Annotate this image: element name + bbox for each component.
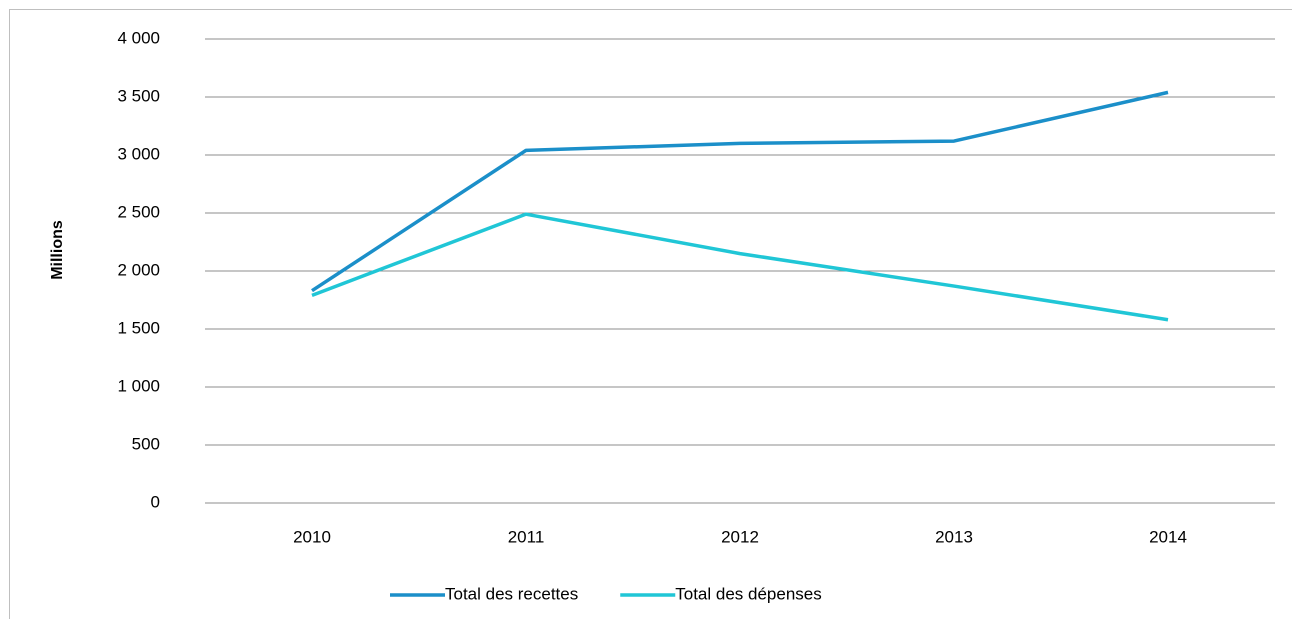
x-tick-label: 2010: [293, 527, 331, 546]
y-tick-label: 4 000: [117, 28, 160, 47]
x-tick-label: 2011: [508, 527, 545, 546]
y-axis-label: Millions: [49, 220, 66, 280]
x-tick-label: 2014: [1149, 527, 1187, 546]
y-tick-label: 0: [151, 492, 160, 511]
series-line: [311, 212, 1169, 322]
x-tick-label: 2013: [935, 527, 973, 546]
y-tick-label: 2 000: [117, 260, 160, 279]
frame: [9, 9, 1292, 619]
x-tick-label: 2012: [721, 527, 759, 546]
legend-label: Total des dépenses: [675, 584, 822, 603]
y-tick-label: 3 500: [117, 86, 160, 105]
y-tick-label: 1 000: [117, 376, 160, 395]
y-tick-label: 2 500: [117, 202, 160, 221]
y-tick-label: 500: [132, 434, 160, 453]
y-tick-label: 3 000: [117, 144, 160, 163]
y-tick-label: 1 500: [117, 318, 160, 337]
series-line: [311, 90, 1169, 293]
legend-label: Total des recettes: [445, 584, 578, 603]
